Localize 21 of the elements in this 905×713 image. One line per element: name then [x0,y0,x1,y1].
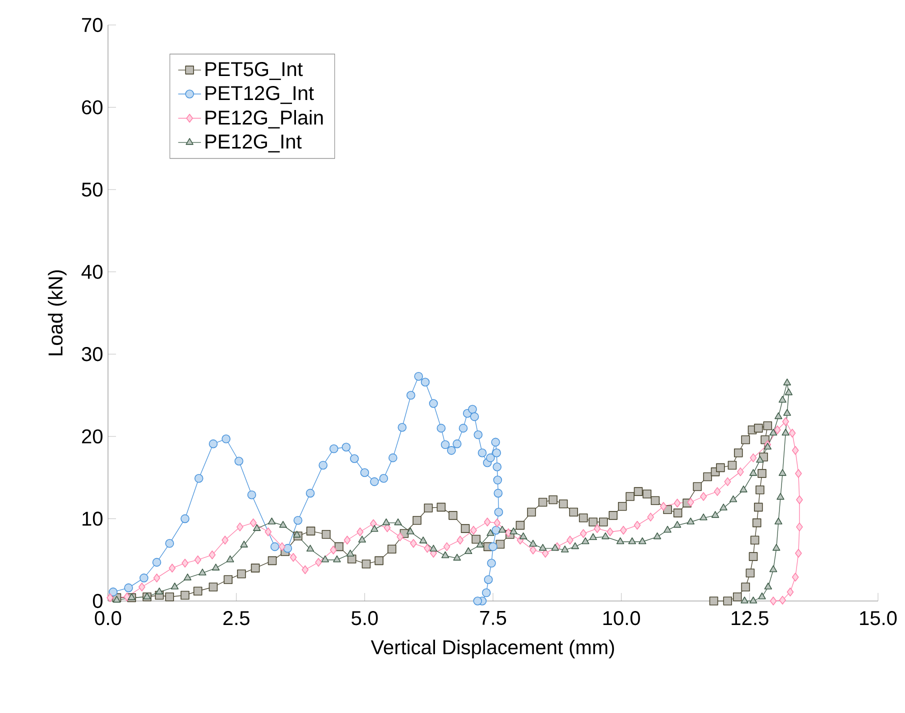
y-tick-label: 60 [82,100,102,114]
y-tick-label: 40 [82,264,102,279]
y-axis-title: Load (kN) [48,270,67,356]
y-tick-label: 10 [82,512,102,526]
x-tick-label: 2.5 [223,611,250,626]
y-tick-label: 0 [92,594,102,608]
legend-label: PET5G_Int [206,62,303,80]
x-tick-label: 10.0 [603,611,640,626]
x-axis-title: Vertical Displacement (mm) [370,640,614,658]
x-tick-label: 5.0 [352,611,378,626]
y-tick-label: 70 [82,18,102,32]
y-tick-label: 50 [82,182,102,197]
x-tick-label: 12.5 [732,611,768,626]
x-tick-label: 15.0 [860,611,897,626]
x-tick-label: 0.0 [94,611,122,626]
legend-label: PE12G_Int [206,134,302,152]
y-tick-label: 20 [82,429,102,444]
y-tick-label: 30 [82,347,102,362]
legend-label: PET12G_Int [206,86,314,104]
legend-label: PE12G_Plain [206,110,323,128]
x-tick-label: 7.5 [480,611,506,625]
